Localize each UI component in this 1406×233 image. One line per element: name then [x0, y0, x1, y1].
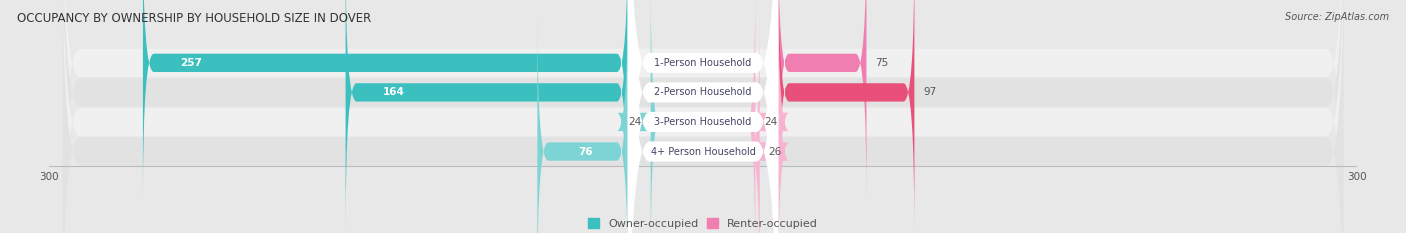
FancyBboxPatch shape — [628, 0, 778, 233]
Text: 26: 26 — [768, 147, 782, 157]
Text: 24: 24 — [628, 117, 643, 127]
FancyBboxPatch shape — [628, 0, 778, 233]
Text: 97: 97 — [924, 87, 936, 97]
Text: 257: 257 — [180, 58, 202, 68]
FancyBboxPatch shape — [537, 13, 628, 233]
Text: 2-Person Household: 2-Person Household — [654, 87, 752, 97]
Text: 3-Person Household: 3-Person Household — [654, 117, 752, 127]
Text: Source: ZipAtlas.com: Source: ZipAtlas.com — [1285, 12, 1389, 22]
Text: 4+ Person Household: 4+ Person Household — [651, 147, 755, 157]
FancyBboxPatch shape — [346, 0, 628, 231]
FancyBboxPatch shape — [62, 0, 1344, 233]
FancyBboxPatch shape — [62, 0, 1344, 233]
FancyBboxPatch shape — [628, 0, 778, 233]
Text: 76: 76 — [578, 147, 593, 157]
FancyBboxPatch shape — [617, 0, 662, 233]
FancyBboxPatch shape — [628, 0, 778, 233]
Text: 164: 164 — [382, 87, 405, 97]
FancyBboxPatch shape — [62, 0, 1344, 233]
FancyBboxPatch shape — [744, 0, 789, 233]
FancyBboxPatch shape — [778, 0, 866, 202]
Text: 75: 75 — [875, 58, 889, 68]
Legend: Owner-occupied, Renter-occupied: Owner-occupied, Renter-occupied — [588, 218, 818, 229]
Text: OCCUPANCY BY OWNERSHIP BY HOUSEHOLD SIZE IN DOVER: OCCUPANCY BY OWNERSHIP BY HOUSEHOLD SIZE… — [17, 12, 371, 25]
FancyBboxPatch shape — [778, 0, 914, 231]
Text: 24: 24 — [763, 117, 778, 127]
FancyBboxPatch shape — [143, 0, 628, 202]
FancyBboxPatch shape — [62, 0, 1344, 233]
FancyBboxPatch shape — [749, 13, 789, 233]
Text: 1-Person Household: 1-Person Household — [654, 58, 752, 68]
